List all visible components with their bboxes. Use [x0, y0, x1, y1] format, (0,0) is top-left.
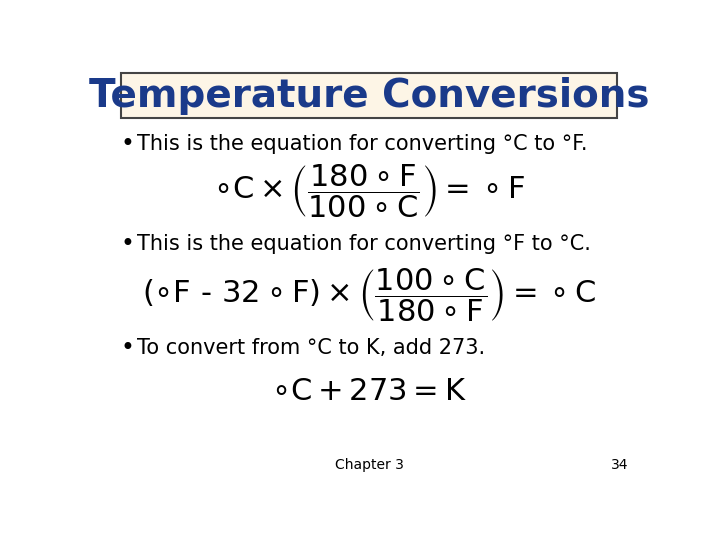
- Text: $(\circ\mathrm{F}\ \text{-}\ 32\circ\mathrm{F}) \times \left( \dfrac{100\circ\ma: $(\circ\mathrm{F}\ \text{-}\ 32\circ\mat…: [142, 267, 596, 325]
- Text: To convert from °C to K, add 273.: To convert from °C to K, add 273.: [138, 338, 485, 357]
- Text: $\circ\mathrm{C} \times \left( \dfrac{180\circ\mathrm{F}}{100\circ\mathrm{C}} \r: $\circ\mathrm{C} \times \left( \dfrac{18…: [213, 163, 525, 220]
- Text: This is the equation for converting °F to °C.: This is the equation for converting °F t…: [138, 234, 591, 254]
- Text: •: •: [121, 132, 135, 156]
- Text: 34: 34: [611, 458, 629, 472]
- FancyBboxPatch shape: [121, 73, 617, 118]
- Text: This is the equation for converting °C to °F.: This is the equation for converting °C t…: [138, 134, 588, 154]
- Text: •: •: [121, 232, 135, 255]
- Text: Chapter 3: Chapter 3: [335, 458, 403, 472]
- Text: •: •: [121, 335, 135, 360]
- Text: Temperature Conversions: Temperature Conversions: [89, 77, 649, 114]
- Text: $\circ\mathrm{C} + 273 = \mathrm{K}$: $\circ\mathrm{C} + 273 = \mathrm{K}$: [271, 377, 467, 406]
